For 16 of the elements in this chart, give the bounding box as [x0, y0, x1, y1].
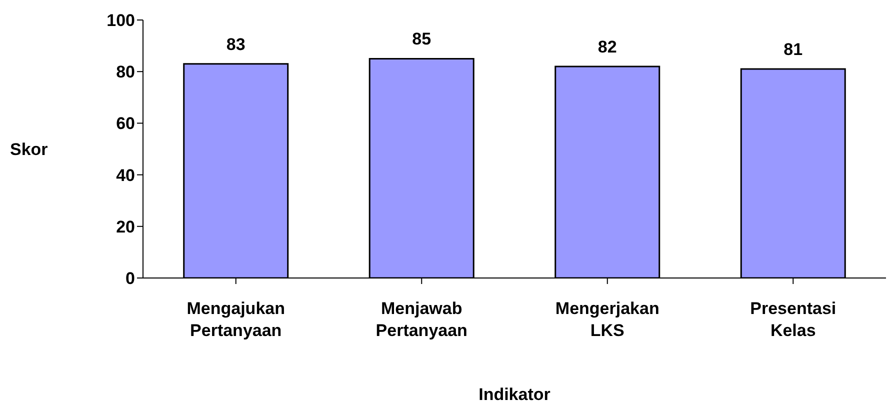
y-tick-label: 20 [116, 217, 135, 236]
x-tick-label: Menjawab Pertanyaan [376, 299, 468, 340]
y-tick-label: 80 [116, 62, 135, 82]
data-label: 82 [598, 37, 617, 56]
x-tick-label: Mengerjakan LKS [555, 299, 660, 340]
data-label: 85 [412, 30, 432, 49]
x-tick-label: Mengajukan Pertanyaan [186, 299, 285, 340]
y-tick-label: 60 [116, 114, 135, 134]
y-axis-title: Skor [10, 140, 48, 160]
y-tick-label: 40 [116, 166, 135, 185]
data-label: 81 [784, 40, 803, 60]
x-tick-label: Presentasi Kelas [750, 299, 836, 340]
y-tick-label: 100 [106, 11, 135, 30]
x-axis-title: Indikator [478, 385, 551, 404]
y-tick-label: 0 [126, 269, 135, 288]
data-label: 83 [226, 34, 246, 54]
